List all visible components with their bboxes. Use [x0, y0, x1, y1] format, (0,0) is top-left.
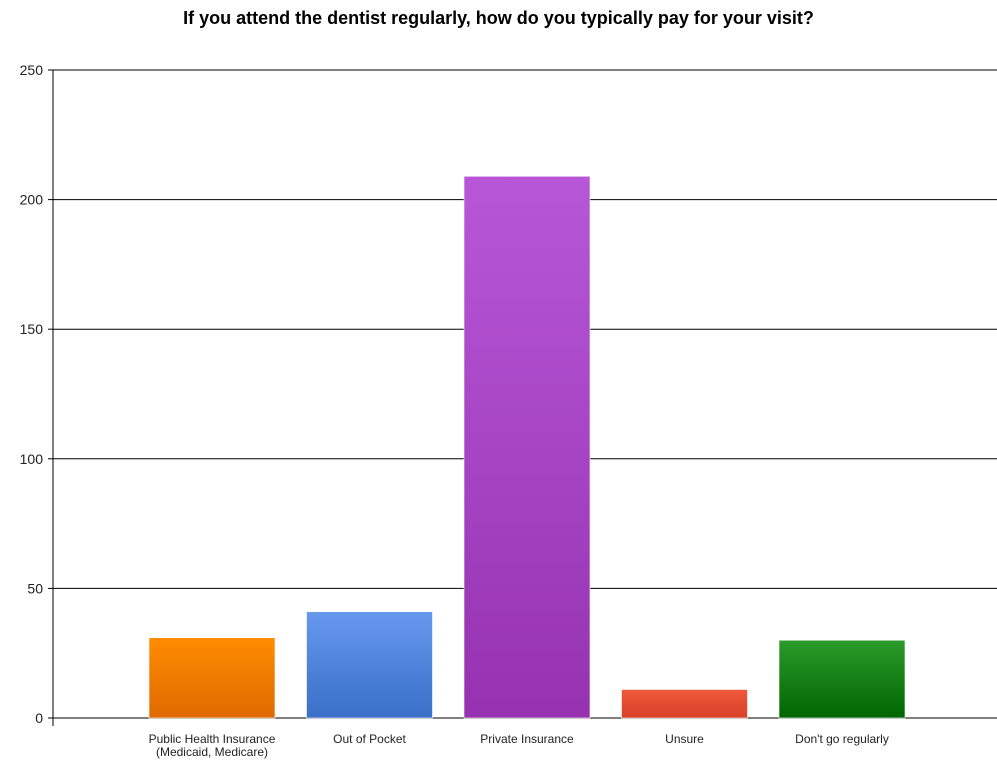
y-tick-label: 150 — [20, 321, 44, 337]
bar — [621, 689, 748, 719]
y-tick-label: 250 — [20, 62, 44, 78]
bar — [306, 611, 433, 719]
bar — [463, 175, 591, 719]
x-category-label: Private Insurance — [480, 732, 574, 746]
bar — [778, 639, 906, 719]
y-tick-label: 100 — [20, 451, 44, 467]
y-tick-label: 0 — [35, 710, 43, 726]
x-category-label: (Medicaid, Medicare) — [156, 745, 268, 759]
chart-title: If you attend the dentist regularly, how… — [183, 8, 814, 28]
bar — [148, 637, 276, 719]
x-category-label: Out of Pocket — [333, 732, 406, 746]
x-category-label: Don't go regularly — [795, 732, 889, 746]
y-tick-label: 50 — [27, 580, 43, 596]
y-tick-label: 200 — [20, 192, 44, 208]
x-category-label: Unsure — [665, 732, 704, 746]
x-category-label: Public Health Insurance — [149, 732, 276, 746]
